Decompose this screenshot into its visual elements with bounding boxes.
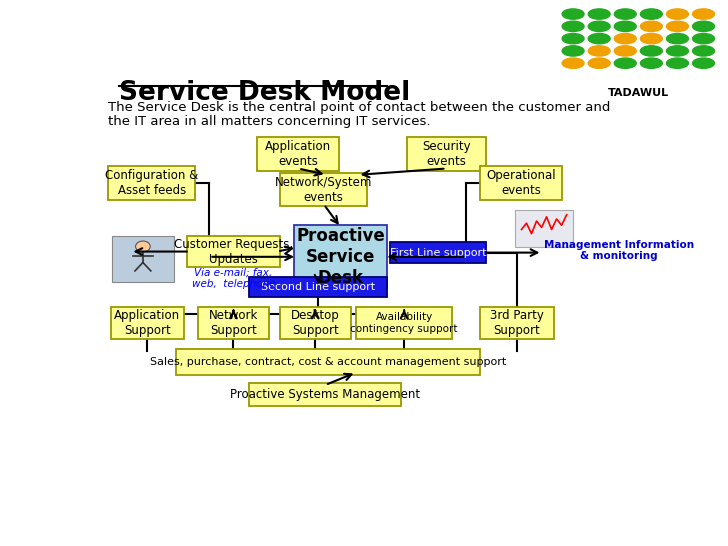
Circle shape: [641, 58, 662, 68]
FancyBboxPatch shape: [407, 137, 486, 170]
Text: Proactive
Service
Desk: Proactive Service Desk: [296, 227, 385, 287]
Text: Operational
events: Operational events: [486, 169, 556, 197]
Circle shape: [641, 21, 662, 32]
Circle shape: [692, 46, 714, 56]
Circle shape: [588, 58, 610, 68]
Circle shape: [692, 58, 714, 68]
Text: Application
events: Application events: [265, 140, 331, 168]
Circle shape: [692, 9, 714, 19]
FancyBboxPatch shape: [198, 307, 269, 339]
Circle shape: [666, 21, 689, 32]
Circle shape: [614, 9, 636, 19]
Circle shape: [641, 46, 662, 56]
Circle shape: [562, 46, 584, 56]
Text: Network
Support: Network Support: [209, 309, 258, 337]
Circle shape: [588, 21, 610, 32]
FancyBboxPatch shape: [280, 307, 351, 339]
FancyBboxPatch shape: [390, 242, 486, 263]
Text: Application
Support: Application Support: [114, 309, 181, 337]
Circle shape: [562, 58, 584, 68]
Circle shape: [614, 21, 636, 32]
FancyBboxPatch shape: [175, 349, 480, 375]
FancyBboxPatch shape: [294, 225, 387, 288]
Circle shape: [614, 33, 636, 44]
Text: Availability
contingency support: Availability contingency support: [350, 312, 458, 334]
Text: Via e-mail; fax,
web,  telephone: Via e-mail; fax, web, telephone: [191, 268, 275, 289]
FancyBboxPatch shape: [112, 236, 174, 282]
Circle shape: [692, 21, 714, 32]
FancyBboxPatch shape: [258, 137, 339, 170]
Text: Sales, purchase, contract, cost & account management support: Sales, purchase, contract, cost & accoun…: [150, 357, 506, 367]
Text: the IT area in all matters concerning IT services.: the IT area in all matters concerning IT…: [108, 115, 430, 128]
Circle shape: [588, 33, 610, 44]
Circle shape: [135, 241, 150, 252]
Text: Management Information
& monitoring: Management Information & monitoring: [544, 240, 695, 262]
Text: First Line support: First Line support: [389, 247, 486, 258]
Circle shape: [641, 33, 662, 44]
Circle shape: [666, 9, 689, 19]
Circle shape: [692, 33, 714, 44]
FancyBboxPatch shape: [249, 383, 401, 406]
FancyBboxPatch shape: [111, 307, 184, 339]
Text: Configuration &
Asset feeds: Configuration & Asset feeds: [105, 169, 198, 197]
FancyBboxPatch shape: [187, 236, 280, 268]
Circle shape: [666, 58, 689, 68]
Circle shape: [614, 46, 636, 56]
Text: Network/System
events: Network/System events: [275, 176, 373, 204]
Text: Service Desk Model: Service Desk Model: [119, 80, 411, 106]
FancyBboxPatch shape: [480, 307, 554, 339]
Text: 3rd Party
Support: 3rd Party Support: [490, 309, 544, 337]
Circle shape: [562, 9, 584, 19]
FancyBboxPatch shape: [249, 277, 387, 297]
FancyBboxPatch shape: [356, 307, 452, 339]
Text: TADAWUL: TADAWUL: [609, 88, 669, 98]
Text: The Service Desk is the central point of contact between the customer and: The Service Desk is the central point of…: [108, 101, 610, 114]
FancyBboxPatch shape: [515, 210, 574, 247]
Circle shape: [588, 46, 610, 56]
Text: Desktop
Support: Desktop Support: [291, 309, 340, 337]
Circle shape: [588, 9, 610, 19]
Circle shape: [614, 58, 636, 68]
Circle shape: [562, 33, 584, 44]
Text: Proactive Systems Management: Proactive Systems Management: [230, 388, 420, 401]
Circle shape: [562, 21, 584, 32]
FancyBboxPatch shape: [480, 167, 562, 200]
FancyBboxPatch shape: [280, 173, 368, 206]
Circle shape: [666, 46, 689, 56]
Text: Security
events: Security events: [422, 140, 471, 168]
Circle shape: [641, 9, 662, 19]
Text: Customer Requests,
Updates: Customer Requests, Updates: [174, 238, 293, 265]
Text: Second Line support: Second Line support: [261, 282, 375, 292]
FancyBboxPatch shape: [108, 167, 195, 200]
Circle shape: [666, 33, 689, 44]
